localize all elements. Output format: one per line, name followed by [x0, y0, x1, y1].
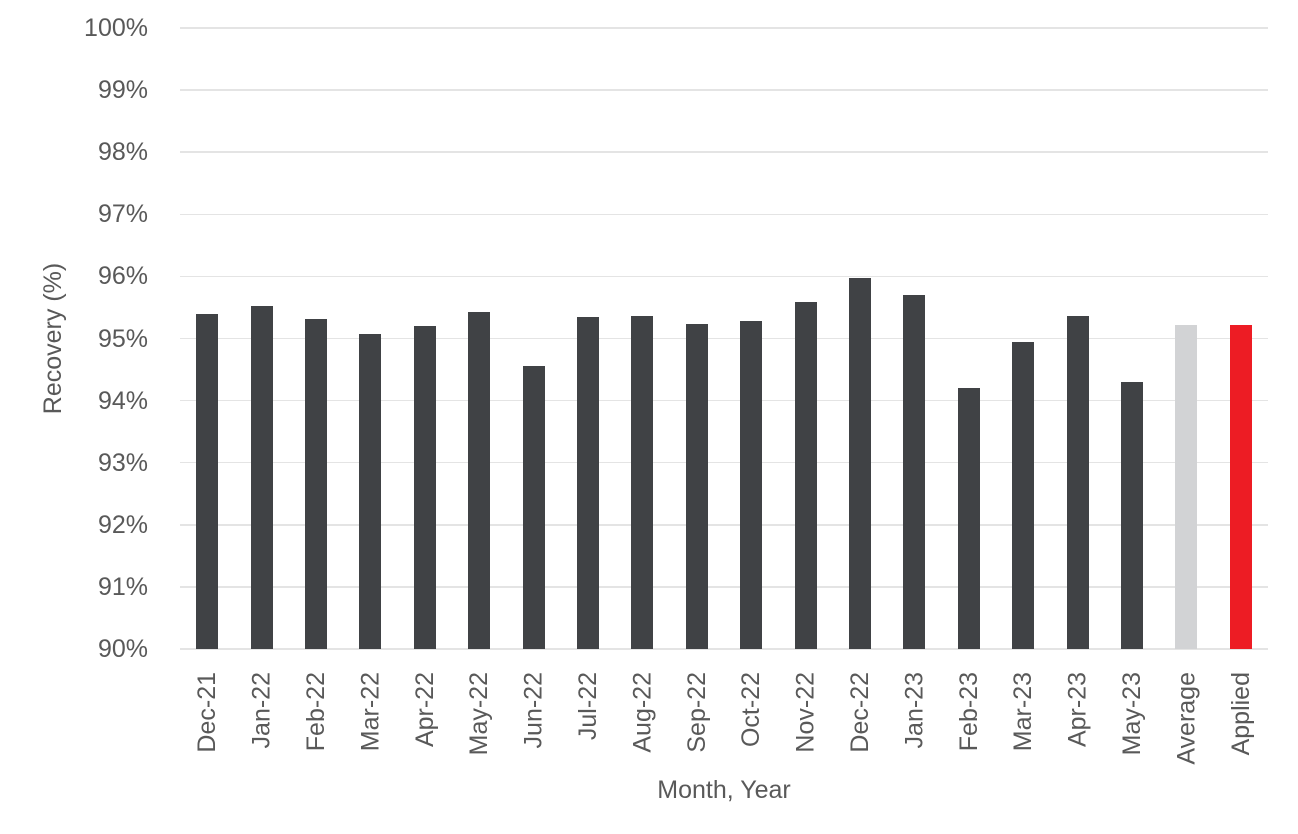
gridline-94	[180, 399, 1268, 402]
bar-mar-23	[1012, 341, 1035, 649]
x-tick-label-sep-22: Sep-22	[682, 672, 711, 753]
bar-sep-22	[685, 324, 708, 649]
gridline-98	[180, 151, 1268, 153]
y-tick-label-100: 100%	[84, 14, 148, 42]
bar-may-22	[468, 311, 491, 649]
x-tick-label-jan-23: Jan-23	[900, 672, 929, 749]
x-tick-label-jul-22: Jul-22	[574, 672, 602, 741]
x-tick-label-may-23: May-23	[1118, 672, 1146, 756]
gridline-97	[180, 213, 1268, 216]
gridline-96	[180, 275, 1268, 278]
y-tick-label-99: 99%	[97, 76, 148, 105]
bar-jan-22	[250, 306, 273, 649]
bar-jul-22	[577, 317, 599, 649]
bar-feb-23	[957, 388, 980, 649]
bar-average	[1175, 325, 1198, 649]
bar-apr-22	[413, 326, 436, 649]
y-tick-label-94: 94%	[97, 386, 148, 415]
x-tick-label-apr-23: Apr-23	[1063, 672, 1092, 748]
gridline-95	[180, 337, 1268, 340]
x-tick-label-feb-22: Feb-22	[302, 672, 330, 752]
bar-dec-22	[849, 277, 871, 649]
gridline-99	[180, 89, 1268, 91]
gridline-100	[180, 27, 1268, 29]
bar-dec-21	[196, 313, 219, 649]
x-tick-label-feb-23: Feb-23	[954, 672, 983, 752]
y-tick-label-91: 91%	[97, 572, 148, 601]
x-tick-label-dec-21: Dec-21	[193, 672, 222, 753]
bar-aug-22	[631, 315, 654, 649]
bar-jan-23	[903, 295, 926, 649]
y-tick-label-97: 97%	[97, 200, 148, 229]
bar-oct-22	[740, 321, 763, 649]
x-tick-label-mar-22: Mar-22	[356, 672, 385, 752]
y-tick-label-98: 98%	[97, 138, 148, 167]
bar-feb-22	[305, 319, 327, 649]
x-tick-label-aug-22: Aug-22	[628, 672, 657, 753]
y-tick-label-90: 90%	[97, 635, 148, 663]
x-tick-label-jan-22: Jan-22	[247, 672, 276, 749]
bar-apr-23	[1066, 315, 1089, 649]
y-tick-label-96: 96%	[97, 262, 148, 291]
bar-mar-22	[359, 333, 382, 649]
x-tick-label-mar-23: Mar-23	[1009, 672, 1038, 752]
y-tick-label-92: 92%	[97, 510, 148, 539]
y-tick-label-95: 95%	[97, 324, 148, 353]
gridline-90	[180, 648, 1268, 650]
x-tick-label-may-22: May-22	[465, 672, 494, 756]
bar-applied	[1229, 325, 1252, 649]
x-tick-label-jun-22: Jun-22	[519, 672, 548, 749]
x-tick-label-average: Average	[1172, 672, 1201, 765]
bar-jun-22	[522, 366, 545, 649]
y-tick-label-93: 93%	[97, 448, 148, 477]
x-tick-label-nov-22: Nov-22	[791, 672, 820, 753]
gridline-91	[180, 586, 1268, 588]
bar-nov-22	[794, 301, 817, 649]
x-tick-label-dec-22: Dec-22	[846, 672, 874, 753]
bar-may-23	[1121, 381, 1143, 649]
gridline-93	[180, 461, 1268, 464]
gridline-92	[180, 524, 1268, 526]
x-tick-label-applied: Applied	[1226, 672, 1255, 756]
x-axis-title: Month, Year	[657, 776, 791, 804]
x-tick-label-oct-22: Oct-22	[737, 672, 766, 748]
x-tick-label-apr-22: Apr-22	[410, 672, 439, 748]
